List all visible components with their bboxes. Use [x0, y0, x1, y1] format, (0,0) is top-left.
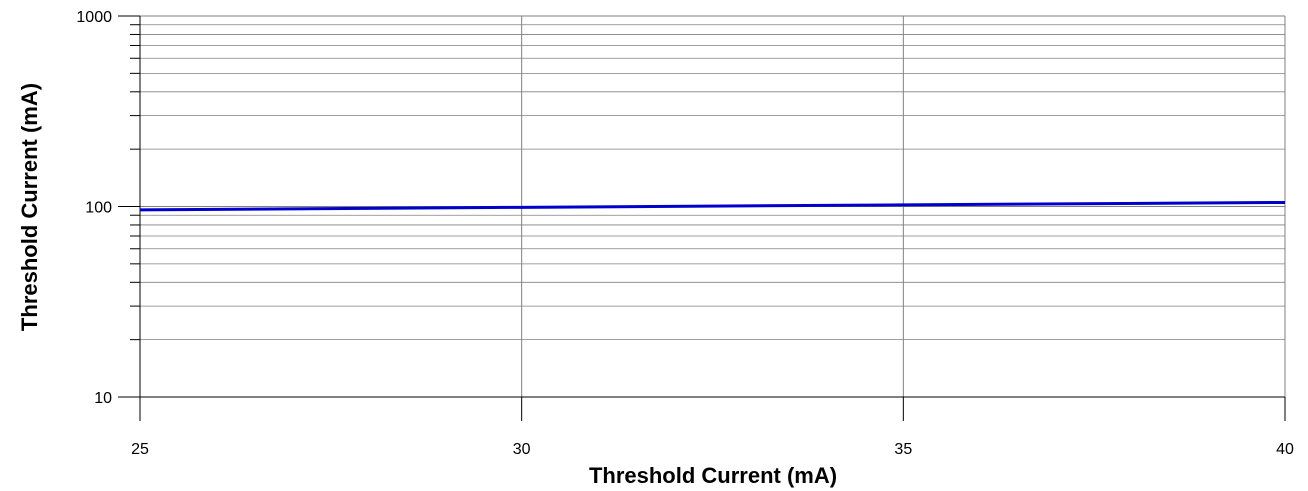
x-tick-label: 35 [894, 441, 912, 458]
x-tick-label: 40 [1276, 441, 1294, 458]
tick-labels: 10 100 1000 25 30 35 40 [76, 9, 1294, 458]
x-tick-label: 30 [513, 441, 531, 458]
grid [139, 15, 1286, 398]
x-axis-title: Threshold Current (mA) [589, 463, 837, 488]
y-axis-title: Threshold Current (mA) [17, 83, 42, 331]
y-tick-label: 100 [85, 200, 112, 217]
axes [118, 15, 1286, 421]
y-tick-label: 10 [94, 390, 112, 407]
series-line [139, 200, 1286, 212]
y-tick-label: 1000 [76, 9, 112, 26]
series-layer [139, 200, 1286, 212]
x-tick-label: 25 [131, 441, 149, 458]
